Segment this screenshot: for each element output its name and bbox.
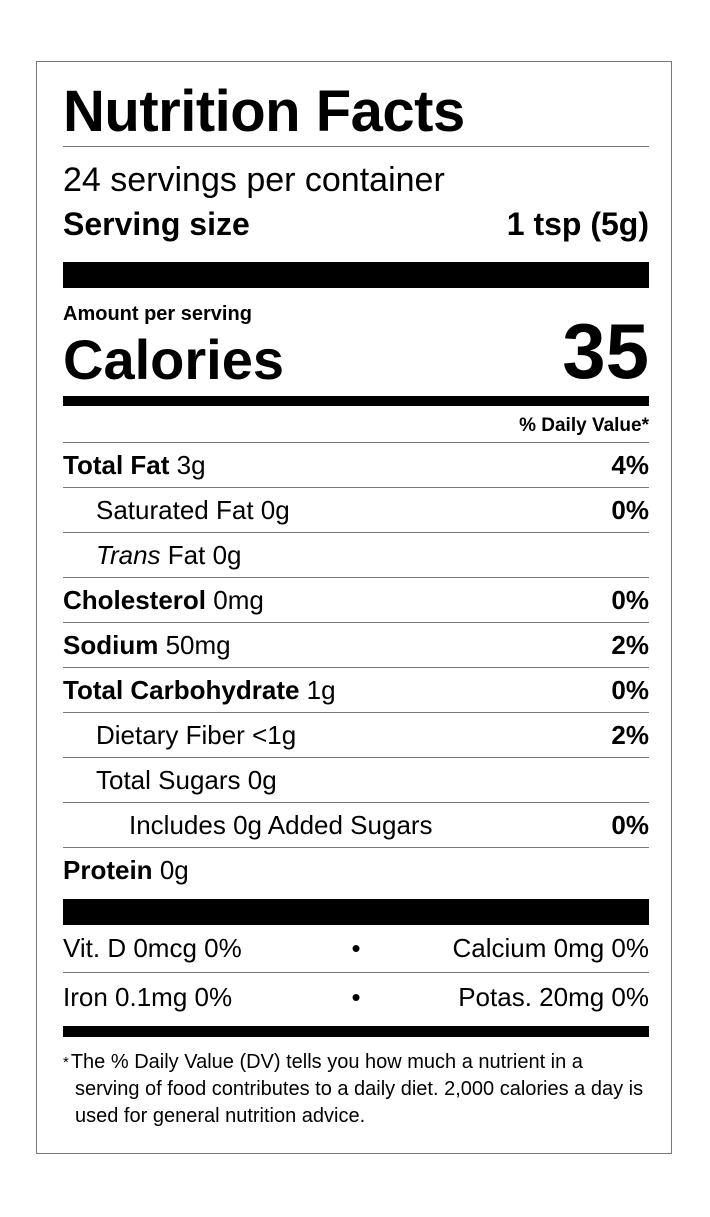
serving-size-value: 1 tsp (5g): [506, 206, 649, 242]
vitamin-d: Vit. D 0mcg 0%: [63, 932, 242, 963]
nutrient-name-amount: Total Carbohydrate 1g: [63, 675, 336, 706]
nutrient-row: Includes 0g Added Sugars 0%: [63, 803, 649, 848]
vitamin-row: Vit. D 0mcg 0% • Calcium 0mg 0%: [63, 924, 649, 972]
nutrient-amount: <1g: [252, 719, 297, 750]
serving-size-label: Serving size: [63, 206, 250, 242]
footnote-text: The % Daily Value (DV) tells you how muc…: [70, 1051, 644, 1127]
potassium: Potas. 20mg 0%: [458, 981, 649, 1012]
servings-per-container: 24 servings per container: [63, 161, 445, 199]
nutrient-daily-value: 0%: [611, 584, 649, 615]
nutrient-name-amount: Total Fat 3g: [63, 450, 206, 481]
nutrient-daily-value: 0%: [611, 809, 649, 840]
thick-divider: [63, 262, 649, 288]
divider: [63, 972, 649, 973]
nutrient-name-suffix: Fat: [167, 539, 206, 570]
nutrient-amount: 1g: [306, 674, 336, 705]
nutrient-daily-value: 0%: [611, 674, 649, 705]
nutrient-list: Total Fat 3g 4% Saturated Fat 0g 0% Trans Fa…: [63, 443, 649, 893]
nutrient-name: Total Carbohydrate: [63, 674, 300, 705]
vitamin-row: Iron 0.1mg 0% • Potas. 20mg 0%: [63, 973, 649, 1021]
thick-divider: [63, 899, 649, 925]
nutrient-name: Total Fat: [63, 449, 170, 480]
nutrient-name: Total Sugars: [96, 764, 241, 795]
calories-label: Calories: [63, 328, 284, 391]
nutrition-facts-label: Nutrition Facts 24 servings per containe…: [36, 61, 672, 1154]
nutrient-row: Trans Fat 0g: [63, 533, 649, 578]
nutrient-name: Dietary Fiber: [96, 719, 245, 750]
daily-value-header: % Daily Value*: [519, 415, 649, 436]
nutrient-name-amount: Protein 0g: [63, 855, 189, 886]
nutrient-amount: 50mg: [165, 629, 231, 660]
nutrient-name: Includes 0g Added Sugars: [129, 809, 433, 840]
label-title: Nutrition Facts: [63, 79, 465, 144]
nutrient-name: Saturated Fat: [96, 494, 254, 525]
vitamin-list: Vit. D 0mcg 0% • Calcium 0mg 0% Iron 0.1…: [63, 924, 649, 1021]
medium-divider: [63, 396, 649, 406]
nutrient-name-amount: Includes 0g Added Sugars: [63, 810, 433, 841]
calories-value: 35: [562, 307, 649, 395]
nutrient-amount: 0g: [247, 764, 277, 795]
nutrient-amount: 3g: [176, 449, 206, 480]
footnote-asterisk: *: [63, 1054, 69, 1071]
nutrient-row: Protein 0g: [63, 848, 649, 893]
nutrient-name: Cholesterol: [63, 584, 207, 615]
nutrient-name-amount: Dietary Fiber <1g: [63, 720, 296, 751]
serving-size: Serving size 1 tsp (5g): [63, 204, 649, 244]
nutrient-daily-value: 2%: [611, 719, 649, 750]
separator-dot: •: [351, 932, 361, 963]
nutrient-daily-value: 0%: [611, 494, 649, 525]
nutrient-row: Sodium 50mg 2%: [63, 623, 649, 668]
nutrient-amount: 0g: [212, 539, 242, 570]
nutrient-name: Protein: [63, 855, 153, 885]
iron: Iron 0.1mg 0%: [63, 981, 233, 1012]
nutrient-row: Total Fat 3g 4%: [63, 443, 649, 488]
nutrient-name: Sodium: [63, 629, 159, 660]
nutrient-amount: 0mg: [213, 584, 264, 615]
nutrient-amount: 0g: [260, 494, 290, 525]
separator-dot: •: [351, 981, 361, 1012]
footnote: * The % Daily Value (DV) tells you how mu…: [63, 1049, 649, 1130]
nutrient-name-amount: Saturated Fat 0g: [63, 495, 290, 526]
nutrient-name-amount: Trans Fat 0g: [63, 540, 242, 571]
nutrient-name-amount: Total Sugars 0g: [63, 765, 277, 796]
nutrient-amount: 0g: [159, 855, 189, 885]
nutrient-row: Dietary Fiber <1g 2%: [63, 713, 649, 758]
nutrient-row: Saturated Fat 0g 0%: [63, 488, 649, 533]
nutrient-daily-value: 2%: [611, 629, 649, 660]
divider: [63, 442, 649, 443]
calcium: Calcium 0mg 0%: [452, 932, 649, 963]
nutrient-name: Trans: [96, 539, 161, 570]
calories-row: Calories 35: [63, 312, 649, 391]
nutrient-row: Total Sugars 0g: [63, 758, 649, 803]
nutrient-name-amount: Sodium 50mg: [63, 630, 231, 661]
nutrient-row: Total Carbohydrate 1g 0%: [63, 668, 649, 713]
nutrient-name-amount: Cholesterol 0mg: [63, 585, 264, 616]
medium-divider: [63, 1026, 649, 1037]
nutrient-row: Cholesterol 0mg 0%: [63, 578, 649, 623]
divider: [63, 146, 649, 147]
nutrient-daily-value: 4%: [611, 449, 649, 480]
amount-per-serving: Amount per serving: [63, 303, 252, 325]
